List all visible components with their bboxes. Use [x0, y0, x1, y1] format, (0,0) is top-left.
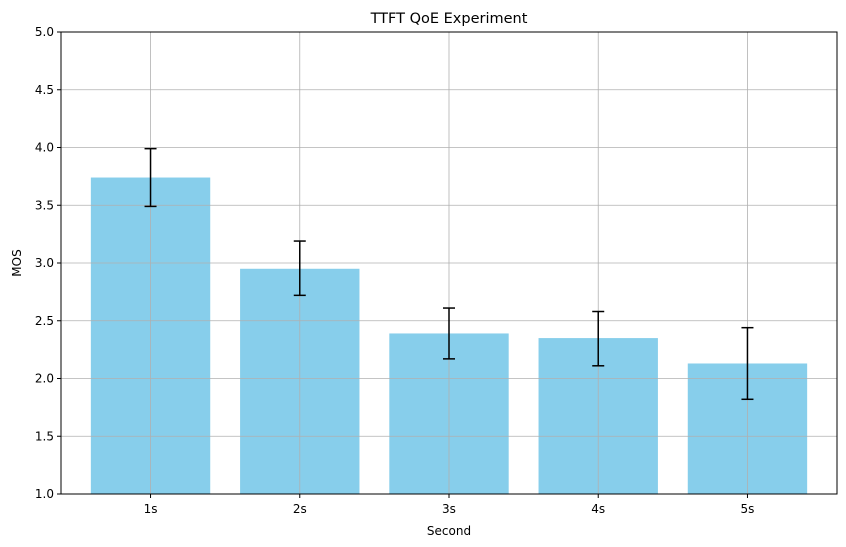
error-bar-3s [443, 307, 455, 360]
x-axis-ticks: 1s 2s 3s 4s 5s [144, 494, 755, 516]
chart-title: TTFT QoE Experiment [370, 11, 528, 27]
y-tick-label-4.0: 4.0 [35, 141, 54, 155]
y-tick-label-4.5: 4.5 [35, 83, 54, 97]
error-bar-2s [293, 240, 306, 297]
error-bars [144, 147, 754, 401]
x-tick-label-3s: 3s [442, 502, 456, 516]
x-axis-label: Second [427, 524, 471, 538]
grid-lines [61, 31, 837, 495]
y-tick-label-2.0: 2.0 [35, 372, 54, 386]
x-tick-label-1s: 1s [144, 502, 158, 516]
y-tick-label-5.0: 5.0 [35, 25, 54, 39]
y-tick-label-1.5: 1.5 [35, 429, 54, 443]
y-tick-label-1.0: 1.0 [35, 487, 54, 501]
error-bar-5s [741, 326, 754, 401]
error-bar-1s [144, 147, 157, 208]
y-axis-label: MOS [10, 249, 24, 276]
x-tick-label-2s: 2s [293, 502, 307, 516]
y-tick-label-2.5: 2.5 [35, 314, 54, 328]
error-bar-4s [592, 310, 605, 367]
y-tick-label-3.0: 3.0 [35, 256, 54, 270]
y-axis-ticks: 1.0 1.5 2.0 2.5 3.0 3.5 4.0 4.5 5.0 [35, 25, 61, 501]
y-tick-label-3.5: 3.5 [35, 198, 54, 212]
x-tick-label-4s: 4s [591, 502, 605, 516]
x-tick-label-5s: 5s [741, 502, 755, 516]
